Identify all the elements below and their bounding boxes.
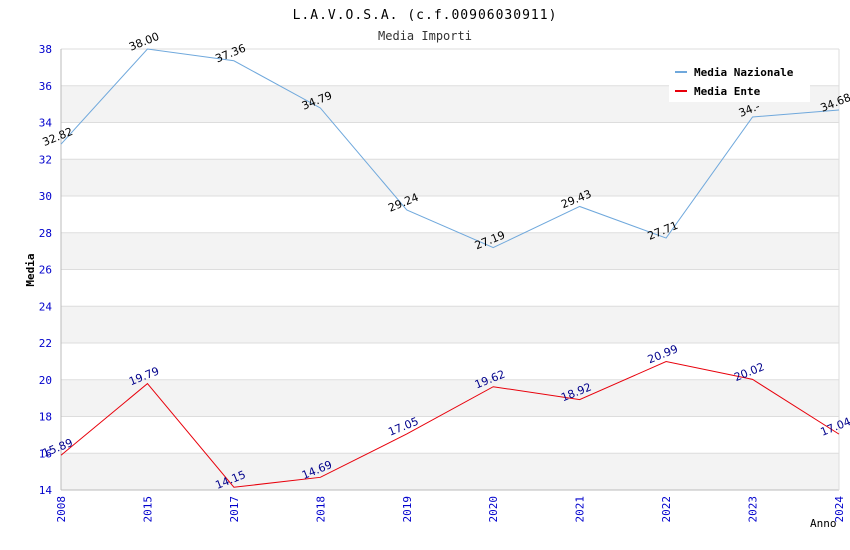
background-band (61, 159, 839, 196)
x-tick-label: 2015 (141, 496, 154, 523)
x-tick-labels: 2008 2015 2017 2018 2019 2020 2021 2022 2023 2024 (55, 496, 846, 523)
x-tick-label: 2023 (747, 496, 760, 523)
y-tick-label: 14 (39, 484, 53, 497)
background-band (61, 123, 839, 160)
background-band (61, 417, 839, 454)
background-band (61, 196, 839, 233)
x-tick-label: 2022 (660, 496, 673, 523)
y-tick-label: 20 (39, 374, 52, 387)
y-tick-label: 22 (39, 337, 52, 350)
background-band (61, 270, 839, 307)
y-tick-label: 30 (39, 190, 52, 203)
y-tick-label: 24 (39, 300, 53, 313)
background-band (61, 233, 839, 270)
legend-entry: Media Ente (694, 85, 761, 98)
x-tick-label: 2017 (228, 496, 241, 523)
background-band (61, 343, 839, 380)
x-tick-label: 2019 (401, 496, 414, 523)
y-tick-label: 34 (39, 117, 53, 130)
x-tick-label: 2008 (55, 496, 68, 523)
y-tick-label: 28 (39, 227, 52, 240)
background-band (61, 306, 839, 343)
background-band (61, 453, 839, 490)
y-tick-label: 36 (39, 80, 52, 93)
x-tick-label: 2018 (314, 496, 327, 523)
chart-subtitle: Media Importi (378, 29, 472, 43)
chart-title: L.A.V.O.S.A. (c.f.00906030911) (293, 8, 558, 23)
x-tick-label: 2020 (487, 496, 500, 523)
x-axis-label: Anno (810, 517, 837, 530)
background-band (61, 380, 839, 417)
y-axis-label: Media (24, 253, 37, 286)
y-tick-label: 32 (39, 153, 52, 166)
x-tick-label: 2021 (574, 496, 587, 523)
y-tick-label: 18 (39, 411, 52, 424)
legend: Media Nazionale Media Ente (669, 60, 810, 102)
y-tick-label: 38 (39, 43, 52, 56)
legend-entry: Media Nazionale (694, 66, 794, 79)
y-tick-label: 26 (39, 264, 52, 277)
